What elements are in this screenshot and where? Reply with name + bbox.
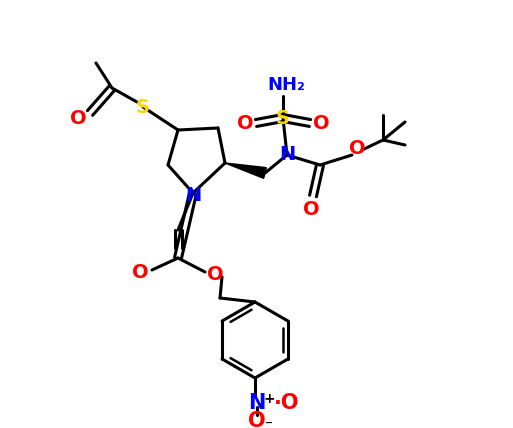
- Text: N: N: [185, 185, 201, 205]
- Text: O: O: [70, 109, 86, 128]
- Text: ⁻: ⁻: [265, 419, 273, 428]
- Polygon shape: [225, 163, 266, 178]
- Text: O: O: [248, 411, 266, 428]
- Text: O: O: [303, 199, 319, 219]
- Text: N: N: [248, 393, 266, 413]
- Text: ·O: ·O: [274, 393, 300, 413]
- Text: O: O: [313, 113, 329, 133]
- Text: N: N: [279, 146, 295, 164]
- Text: O: O: [207, 265, 223, 283]
- Text: S: S: [276, 109, 290, 128]
- Text: S: S: [136, 98, 150, 116]
- Text: O: O: [132, 262, 148, 282]
- Text: O: O: [349, 139, 365, 158]
- Text: O: O: [236, 113, 253, 133]
- Text: NH₂: NH₂: [267, 76, 305, 94]
- Text: +: +: [263, 392, 275, 406]
